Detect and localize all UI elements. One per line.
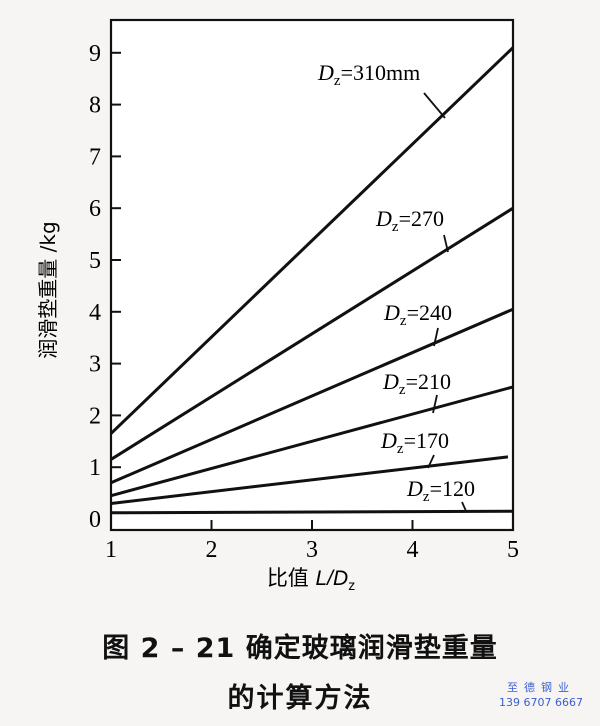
x-axis-title-prefix: 比值 <box>267 566 316 590</box>
y-tick-label: 9 <box>89 41 101 67</box>
x-axis-label: 比值 L/Dz <box>267 566 355 593</box>
series-line-5 <box>110 509 514 515</box>
plot-area <box>109 18 515 532</box>
y-tick-label: 0 <box>89 507 101 533</box>
y-tick-label: 5 <box>89 248 101 274</box>
series-labels: Dz=310mm Dz=270 Dz=240 Dz=210 Dz=170 Dz=120 <box>317 60 475 512</box>
y-axis-label: 润滑垫重量 /kg <box>36 221 60 358</box>
watermark-phone: 139 6707 6667 <box>499 696 583 709</box>
svg-text:比值 L/Dz: 比值 L/Dz <box>267 566 355 593</box>
x-axis-title-italic: L/D <box>316 567 349 590</box>
series-label-1: Dz=270 <box>375 206 444 235</box>
y-tick-label: 8 <box>89 93 101 119</box>
leader-line <box>423 92 446 119</box>
series-label-4: Dz=170 <box>380 428 449 457</box>
y-tick-label: 2 <box>89 403 101 429</box>
y-tick-label: 7 <box>89 144 101 170</box>
series-label-0: Dz=310mm <box>317 60 420 89</box>
series-label-5: Dz=120 <box>406 476 475 505</box>
x-tick-label: 3 <box>306 537 318 563</box>
leader-line <box>427 454 435 469</box>
figure-caption-line-1: 图 2 – 21 确定玻璃润滑垫重量 <box>102 633 498 664</box>
x-tick-label: 1 <box>105 537 117 563</box>
series-line-4 <box>110 455 509 505</box>
series-line-1 <box>110 206 514 461</box>
leader-line <box>461 501 467 512</box>
series-line-2 <box>110 307 514 485</box>
y-axis-title: 润滑垫重量 /kg <box>36 221 60 358</box>
y-tick-label: 1 <box>89 455 101 481</box>
x-tick-label: 5 <box>507 537 519 563</box>
figure-caption-line-2: 的计算方法 <box>227 683 373 714</box>
x-tick-label: 4 <box>407 537 419 563</box>
y-tick-label: 4 <box>89 300 101 326</box>
plot-frame <box>109 18 515 532</box>
leader-line <box>443 234 449 253</box>
data-series <box>109 46 515 515</box>
series-line-0 <box>109 46 515 435</box>
watermark-brand: 至德钢业 <box>507 681 575 694</box>
watermark: 至德钢业 139 6707 6667 <box>486 680 596 710</box>
leader-line <box>433 327 439 347</box>
x-tick-label: 2 <box>206 537 218 563</box>
series-label-2: Dz=240 <box>383 300 452 329</box>
x-axis-title-subscript: z <box>348 577 355 593</box>
series-label-3: Dz=210 <box>382 369 451 398</box>
y-tick-label: 6 <box>89 196 101 222</box>
y-tick-label: 3 <box>89 352 101 378</box>
leader-line <box>432 394 438 414</box>
series-line-3 <box>110 385 514 498</box>
